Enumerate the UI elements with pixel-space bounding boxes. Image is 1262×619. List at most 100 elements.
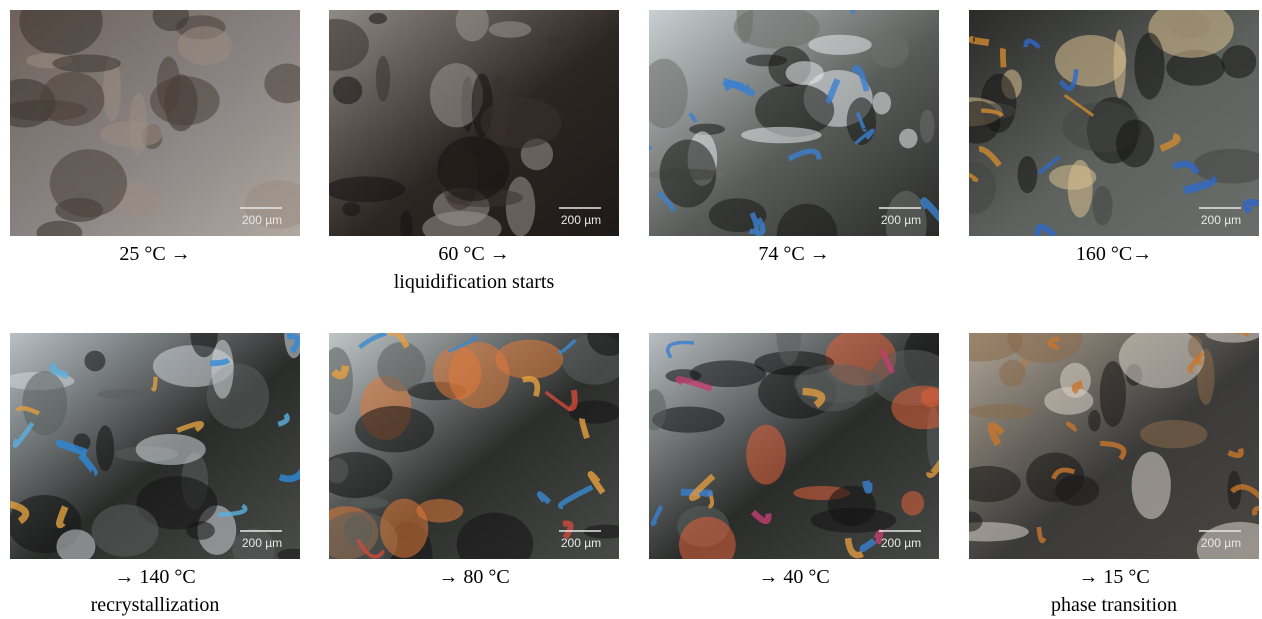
caption-line: 60 °C → [329, 240, 619, 268]
texture [746, 54, 788, 66]
panel: 200 µm → 80 °C [329, 333, 619, 591]
caption: 160 °C→ [969, 240, 1259, 268]
texture [1114, 30, 1126, 99]
texture [1017, 156, 1037, 193]
micrograph: 200 µm [969, 333, 1259, 559]
caption-line: → 40 °C [649, 563, 939, 591]
texture [1055, 475, 1099, 506]
texture [1100, 361, 1126, 427]
page: 200 µm 25 °C → 200 µm 60 °C →liquidificatio… [0, 0, 1262, 618]
texture [377, 342, 425, 391]
scale-bar-label: 200 µm [1201, 536, 1241, 550]
micrograph: 200 µm [649, 333, 939, 559]
texture [506, 177, 535, 236]
scale-bar-label: 200 µm [561, 213, 601, 227]
caption: → 80 °C [329, 563, 619, 591]
texture [546, 36, 571, 46]
texture [333, 76, 363, 104]
scale-bar-label: 200 µm [561, 536, 601, 550]
texture [808, 35, 871, 55]
texture [100, 121, 163, 148]
caption: 60 °C →liquidification starts [329, 240, 619, 296]
texture [794, 364, 881, 402]
texture [40, 72, 104, 126]
texture [355, 406, 434, 452]
texture [786, 61, 824, 85]
texture [495, 340, 563, 380]
micrograph: 200 µm [649, 10, 939, 236]
caption-line: → 80 °C [329, 563, 619, 591]
texture [178, 26, 233, 65]
texture [1134, 33, 1164, 100]
panel: 200 µm 74 °C → [649, 10, 939, 268]
scale-bar-label: 200 µm [1201, 213, 1241, 227]
texture [84, 351, 105, 372]
texture [660, 140, 717, 208]
texture [369, 13, 387, 24]
texture [1132, 452, 1171, 519]
texture [872, 92, 891, 115]
caption-line: 25 °C → [10, 240, 300, 268]
texture [741, 127, 821, 143]
texture [999, 360, 1026, 387]
micrograph: 200 µm [10, 333, 300, 559]
texture [746, 425, 786, 485]
texture [899, 129, 917, 149]
birefringence [210, 360, 228, 363]
micrograph: 200 µm [329, 10, 619, 236]
caption-line: phase transition [969, 591, 1259, 619]
texture [969, 404, 1035, 419]
texture [91, 504, 158, 556]
texture [50, 149, 127, 217]
panel: 200 µm → 40 °C [649, 333, 939, 591]
birefringence [1003, 48, 1004, 67]
micrograph: 200 µm [329, 333, 619, 559]
texture [1140, 420, 1207, 448]
texture [437, 136, 509, 201]
scale-bar-label: 200 µm [242, 213, 282, 227]
panel: 200 µm 25 °C → [10, 10, 300, 268]
caption-line: recrystallization [10, 591, 300, 619]
texture [1092, 186, 1112, 226]
texture [52, 55, 120, 73]
texture [1068, 160, 1093, 218]
texture [376, 56, 390, 102]
caption: → 40 °C [649, 563, 939, 591]
texture [481, 97, 562, 148]
caption: 25 °C → [10, 240, 300, 268]
texture [489, 21, 532, 38]
texture [871, 33, 909, 68]
caption-line: 160 °C→ [969, 240, 1259, 268]
texture [901, 491, 924, 516]
micrograph: 200 µm [10, 10, 300, 236]
scale-bar-label: 200 µm [881, 536, 921, 550]
texture [1088, 410, 1101, 432]
texture [1221, 45, 1256, 78]
caption-line: → 15 °C [969, 563, 1259, 591]
texture [342, 202, 360, 216]
panel: 200 µm 160 °C→ [969, 10, 1259, 268]
birefringence [866, 481, 869, 490]
texture [1044, 387, 1093, 415]
texture [96, 425, 114, 471]
texture [211, 340, 233, 399]
scale-bar-label: 200 µm [881, 213, 921, 227]
caption-line: liquidification starts [329, 268, 619, 296]
texture [150, 76, 220, 125]
texture [136, 434, 206, 465]
texture [97, 389, 154, 399]
scale-bar-label: 200 µm [242, 536, 282, 550]
texture [380, 499, 428, 558]
texture [186, 521, 214, 540]
texture [920, 110, 935, 143]
micrograph: 200 µm [969, 10, 1259, 236]
caption: 74 °C → [649, 240, 939, 268]
panel: 200 µm 60 °C →liquidification starts [329, 10, 619, 296]
caption-line: → 140 °C [10, 563, 300, 591]
texture [1116, 119, 1154, 167]
caption-line: 74 °C → [649, 240, 939, 268]
